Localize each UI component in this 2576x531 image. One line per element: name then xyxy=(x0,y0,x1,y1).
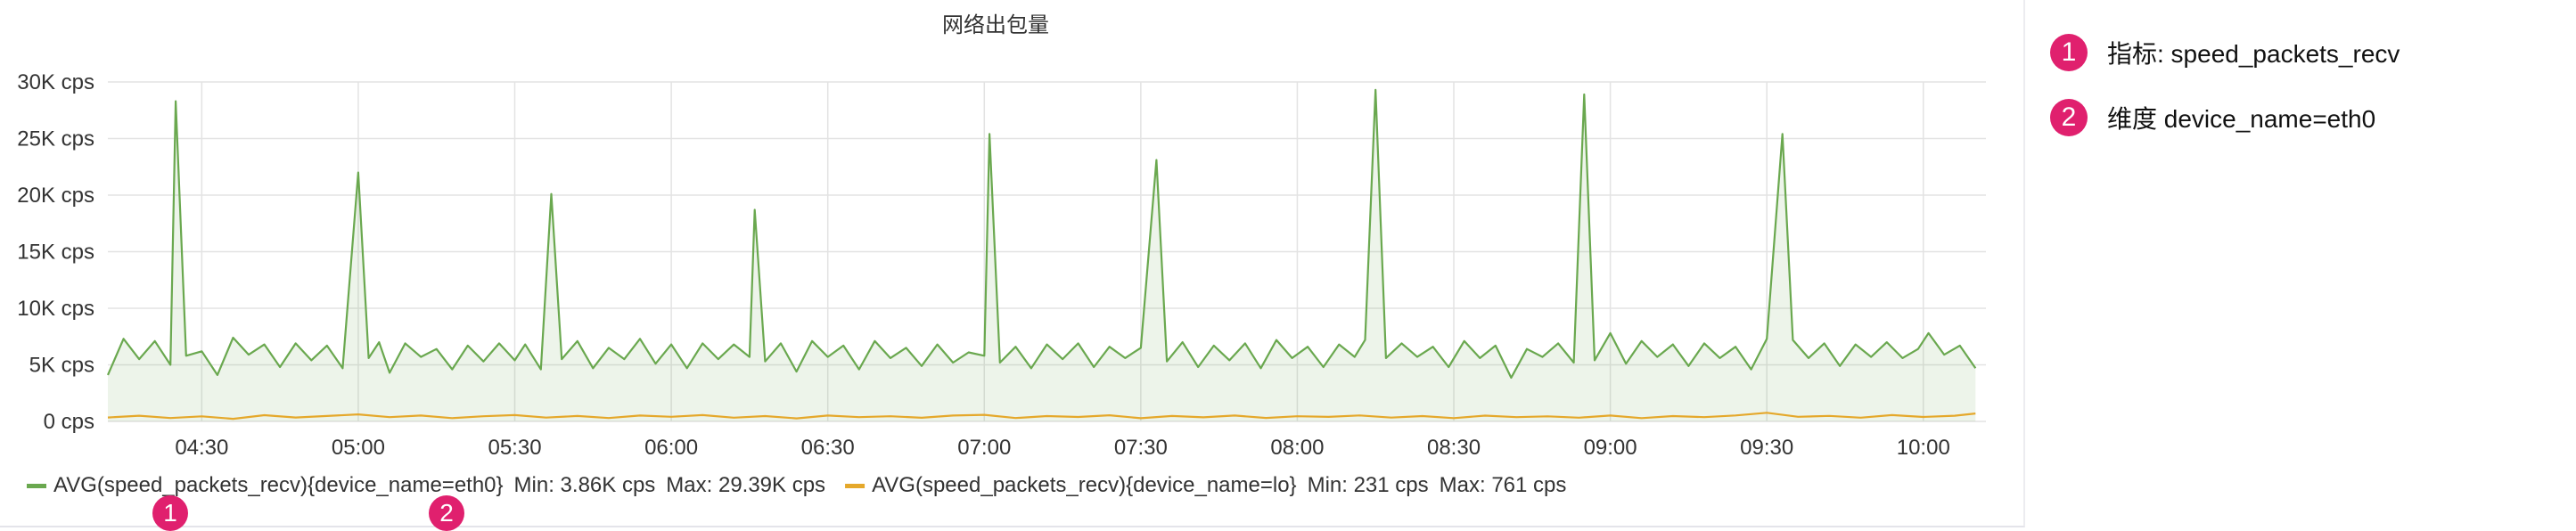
legend-marker-2: 2 xyxy=(429,495,464,531)
legend-swatch xyxy=(27,484,46,488)
series-layer xyxy=(106,88,1977,422)
x-tick-label: 08:30 xyxy=(1427,436,1481,460)
legend-min: Min: 231 cps xyxy=(1308,473,1429,497)
y-tick-label: 20K cps xyxy=(17,184,94,208)
chart-panel: 网络出包量 0 cps 5K cps 10K cps 15K cps 20K cps 25… xyxy=(0,0,2025,531)
series-line-1[interactable] xyxy=(107,412,1976,421)
annotation-badge-2: 2 xyxy=(2050,99,2088,136)
y-tick-label: 15K cps xyxy=(17,241,94,265)
x-tick-label: 10:00 xyxy=(1897,436,1950,460)
series-line-0[interactable] xyxy=(106,88,1977,380)
legend-max: Max: 761 cps xyxy=(1440,473,1567,497)
legend-swatch xyxy=(845,484,866,488)
y-tick-label: 30K cps xyxy=(17,70,94,94)
legend[interactable]: AVG(speed_packets_recv){device_name=eth0… xyxy=(27,473,1566,497)
x-tick-label: 08:00 xyxy=(1270,436,1324,460)
chart-title: 网络出包量 xyxy=(942,13,1049,37)
annotation-badge-1: 1 xyxy=(2050,34,2088,71)
x-tick-label: 06:30 xyxy=(801,436,855,460)
x-tick-label: 05:30 xyxy=(488,436,541,460)
annotation-list: 1 指标: speed_packets_recv 2 维度 device_nam… xyxy=(2050,0,2549,178)
legend-marker-1: 1 xyxy=(152,495,188,531)
x-tick-label: 05:00 xyxy=(332,436,385,460)
x-tick-label: 09:00 xyxy=(1584,436,1637,460)
x-tick-label: 06:00 xyxy=(644,436,698,460)
line-chart: 网络出包量 0 cps 5K cps 10K cps 15K cps 20K cps 25… xyxy=(17,13,1986,497)
legend-item-1[interactable]: AVG(speed_packets_recv){device_name=lo} M… xyxy=(845,473,1566,497)
series-area-0 xyxy=(108,89,1976,422)
x-tick-label: 07:00 xyxy=(957,436,1011,460)
x-tick-label: 09:30 xyxy=(1740,436,1793,460)
legend-item-0[interactable]: AVG(speed_packets_recv){device_name=eth0… xyxy=(27,473,825,497)
legend-series-name: AVG(speed_packets_recv){device_name=eth0… xyxy=(53,473,504,497)
annotation-item-2: 2 维度 device_name=eth0 xyxy=(2050,99,2375,136)
y-axis: 0 cps 5K cps 10K cps 15K cps 20K cps 25K cps 3… xyxy=(17,70,94,434)
y-tick-label: 0 cps xyxy=(44,410,94,434)
legend-max: Max: 29.39K cps xyxy=(666,473,825,497)
x-tick-label: 04:30 xyxy=(175,436,228,460)
legend-min: Min: 3.86K cps xyxy=(514,473,656,497)
legend-series-name: AVG(speed_packets_recv){device_name=lo} xyxy=(872,473,1297,497)
x-axis: 04:30 05:00 05:30 06:00 06:30 07:00 07:30 08:00… xyxy=(175,436,1949,460)
y-tick-label: 5K cps xyxy=(29,354,94,378)
annotation-item-1: 1 指标: speed_packets_recv xyxy=(2050,34,2400,71)
grid xyxy=(108,81,1986,422)
annotation-text-1: 指标: speed_packets_recv xyxy=(2107,40,2400,68)
y-tick-label: 10K cps xyxy=(17,297,94,321)
annotation-text-2: 维度 device_name=eth0 xyxy=(2107,105,2376,133)
y-tick-label: 25K cps xyxy=(17,127,94,151)
x-tick-label: 07:30 xyxy=(1114,436,1168,460)
